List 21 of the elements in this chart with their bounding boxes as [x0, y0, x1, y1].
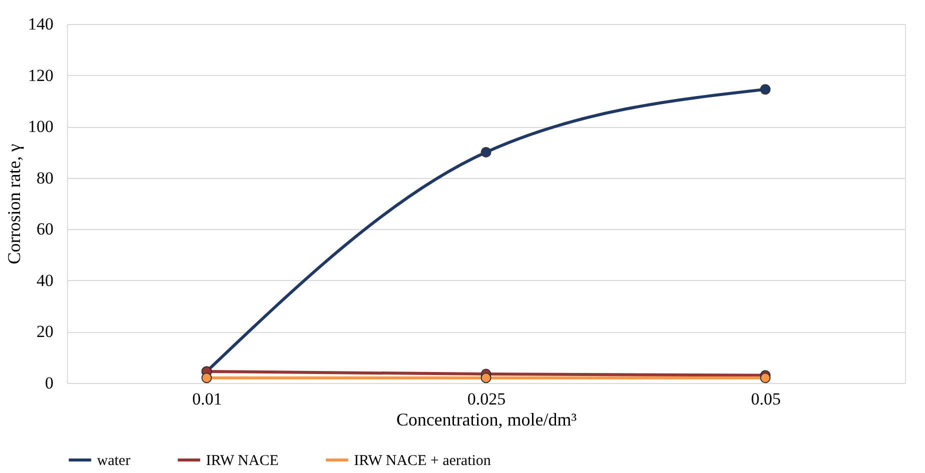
y-tick-label: 140	[28, 14, 54, 34]
y-tick-label: 0	[45, 374, 54, 392]
point	[760, 372, 771, 384]
point	[480, 372, 492, 384]
point	[480, 146, 492, 158]
y-tick-label: 60	[36, 220, 54, 239]
point	[760, 84, 771, 95]
y-tick-label: 20	[36, 322, 54, 342]
x-tick-label: 0.05	[750, 390, 781, 408]
legend-label: IRW NACE	[206, 453, 279, 469]
point	[201, 372, 212, 384]
x-tick-label: 0.025	[467, 390, 506, 408]
y-tick-label: 40	[36, 270, 54, 290]
y-tick-label: 100	[28, 117, 54, 136]
x-axis-title: Concentration, mole/dm³	[396, 410, 578, 430]
y-tick-label: 80	[36, 168, 54, 188]
y-axis-title: Corrosion rate, γ	[4, 144, 24, 264]
legend-label: IRW NACE + aeration	[354, 453, 492, 469]
legend-label: water	[97, 453, 130, 469]
y-tick-label: 120	[28, 66, 54, 85]
x-tick-label: 0.01	[192, 390, 222, 408]
